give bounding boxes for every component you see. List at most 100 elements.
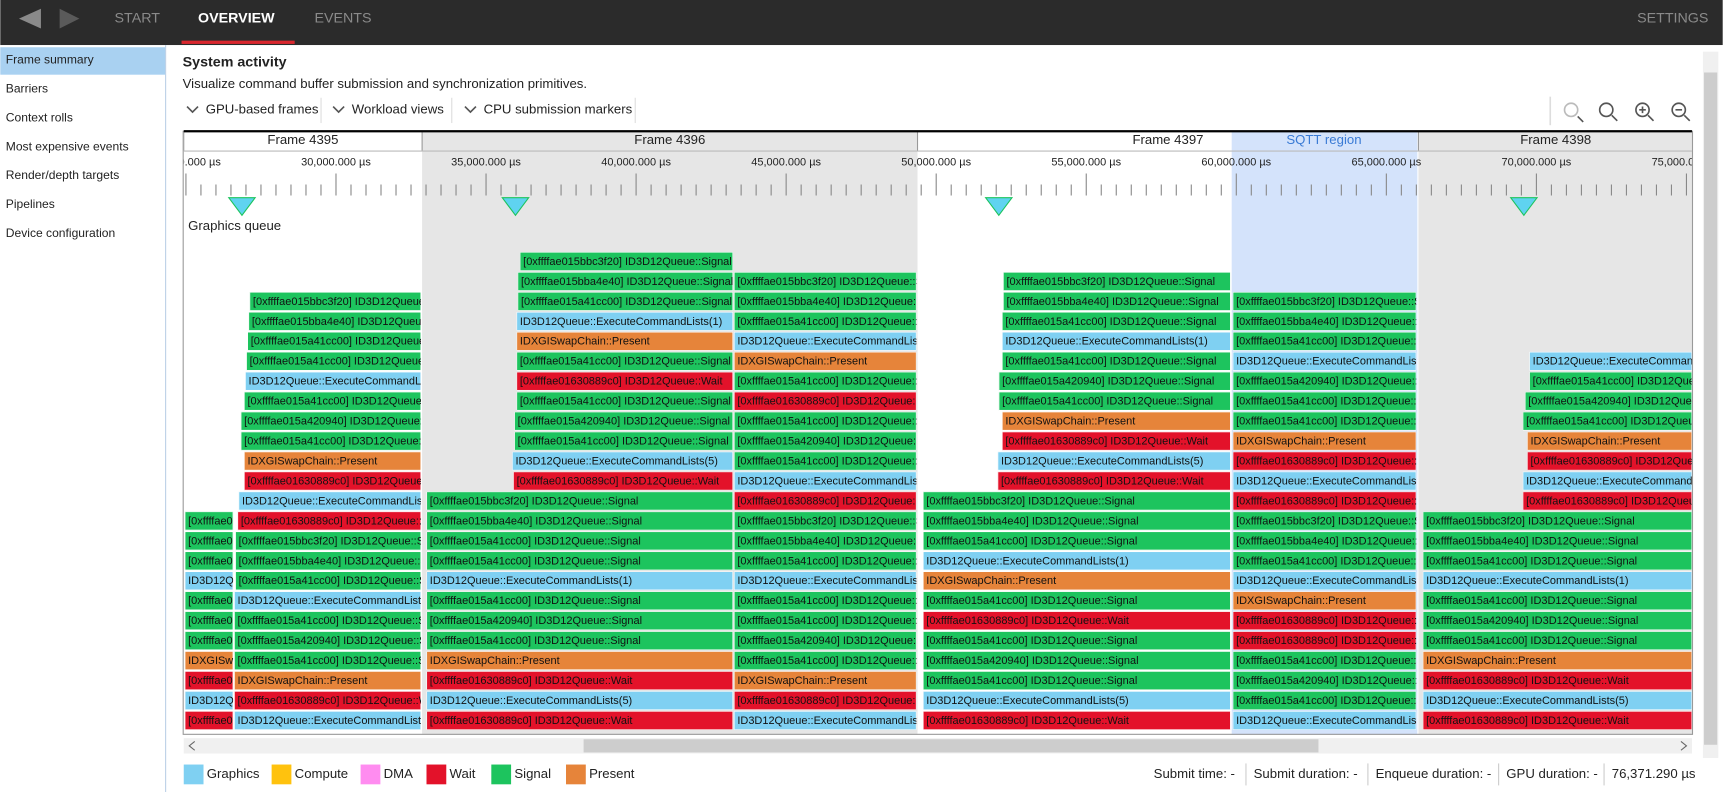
event-block[interactable]: [0xffffae015a41cc00] ID3D12Queue::Signal: [1232, 691, 1447, 710]
event-block[interactable]: [0xffffae01630889c0] ID3D12Queue::Wait: [997, 471, 1231, 491]
event-block[interactable]: [0xffffae015a41cc00] ID3D12Queue::Signal: [234, 651, 448, 670]
event-block[interactable]: [0xffffae015a420940] ID3D12Queue::Signal: [1524, 391, 1723, 411]
event-block[interactable]: [0xffffae01630889c0] ID3D12Queue::Wait: [513, 471, 733, 491]
event-block[interactable]: [0xffffae015a420940] ID3D12Queue::Signal: [1232, 671, 1449, 690]
event-block[interactable]: ID3D12Queue::ExecuteCommandLists: [1522, 471, 1716, 491]
dropdown-button[interactable]: CPU submission markers: [484, 101, 633, 116]
event-block[interactable]: ID3D12Queue::ExecuteCommandLists: [1232, 471, 1426, 491]
event-block[interactable]: [0xffffae015a41cc00] ID3D12Queue::Signal: [1232, 331, 1447, 351]
event-block[interactable]: [0xffffae015a41cc00] ID3D12Queue::Signal: [734, 371, 948, 391]
sidebar-item[interactable]: Barriers: [6, 81, 48, 95]
event-block[interactable]: IDXGISwapChain::Present: [923, 571, 1231, 591]
event-block[interactable]: [0xffffae015a420940] ID3D12Queue::Signal: [1422, 611, 1692, 631]
event-block[interactable]: [0xffffae015bba4e40] ID3D12Queue::Signal: [734, 531, 950, 551]
event-block[interactable]: [0xffffae01630889c0] ID3D12Queue::Wait: [237, 511, 444, 531]
event-block[interactable]: ID3D12Queue::ExecuteCommandLists(5): [512, 451, 733, 471]
zoom-out[interactable]: [1671, 102, 1687, 118]
frame-label[interactable]: Frame 4398: [1520, 132, 1591, 147]
event-block[interactable]: [0xffffae015bbc3f20] ID3D12Queue::Signal: [1232, 511, 1445, 531]
event-block[interactable]: [0xffffae01630889c0] ID3D12Queue::Wait: [426, 711, 733, 730]
event-block[interactable]: IDXGISwapChain::Present: [1422, 651, 1692, 670]
event-block[interactable]: [0xffffae01630889c0] ID3D12Queue::Wait: [1422, 671, 1692, 690]
event-block[interactable]: IDXGISwapChain::Present: [516, 331, 733, 351]
event-block[interactable]: [0xffffae015a41cc00] ID3D12Queue::Signal: [1232, 651, 1447, 670]
back-button[interactable]: [18, 8, 41, 29]
event-block[interactable]: [0xffffae015bbc3f20] ID3D12Queue::Signal: [734, 511, 946, 531]
event-block[interactable]: ID3D12Queue::ExecuteCommandLists: [234, 711, 427, 730]
event-block[interactable]: [0xffffae015bbc3f20] ID3D12Queue::Signal: [1422, 511, 1692, 531]
event-block[interactable]: [0xffffae01630889c0] ID3D12Queue::Wait: [244, 471, 450, 491]
event-block[interactable]: ID3D12Queue::ExecuteCommandLists: [734, 471, 927, 491]
event-block[interactable]: [0xffffae015a41cc00] ID3D12Queue::Signal: [247, 331, 461, 351]
event-block[interactable]: [0xffffae015a41cc00] ID3D12Queue::Signal: [734, 611, 948, 631]
event-block[interactable]: ID3D12Queue::ExecuteCommandLists(5): [997, 451, 1231, 471]
event-block[interactable]: [0xffffae015bba4e40] ID3D12Queue::Signal: [923, 511, 1231, 531]
event-block[interactable]: [0xffffae015a41cc00] ID3D12Queue::Signal: [184, 611, 399, 631]
event-block[interactable]: [0xffffae01630889c0] ID3D12Queue::Wait: [234, 691, 440, 710]
event-block[interactable]: [0xffffae015bba4e40] ID3D12Queue::Signal: [1232, 311, 1449, 331]
event-block[interactable]: IDXGISwapChain::Present: [244, 451, 422, 471]
event-block[interactable]: [0xffffae015bbc3f20] ID3D12Queue::Signal: [1232, 292, 1445, 311]
event-block[interactable]: [0xffffae015a41cc00] ID3D12Queue::Signal: [923, 671, 1231, 690]
event-block[interactable]: [0xffffae01630889c0] ID3D12Queue::Wait: [1002, 431, 1231, 451]
zoom-fit[interactable]: [1598, 102, 1614, 118]
event-block[interactable]: [0xffffae015a41cc00] ID3D12Queue::Signal: [1422, 551, 1692, 571]
event-block[interactable]: ID3D12Queue::ExecuteCommandLists: [1232, 571, 1426, 591]
event-block[interactable]: IDXGISwapChain::Present: [1232, 591, 1417, 611]
zoom-select[interactable]: [1563, 102, 1579, 118]
sidebar-item[interactable]: Device configuration: [6, 226, 115, 240]
event-block[interactable]: IDXGISwapChain::Present: [1232, 431, 1417, 451]
forward-button[interactable]: [59, 8, 80, 29]
event-block[interactable]: [0xffffae015a41cc00] ID3D12Queue::Signal: [516, 351, 733, 371]
frame-label[interactable]: Frame 4396: [634, 132, 705, 147]
event-block[interactable]: [0xffffae015a41cc00] ID3D12Queue::Signal: [235, 571, 449, 591]
event-block[interactable]: [0xffffae01630889c0] ID3D12Queue::Wait: [1232, 631, 1439, 651]
event-block[interactable]: IDXGISwapChain::Present: [1002, 411, 1231, 431]
event-block[interactable]: ID3D12Queue::ExecuteCommandLists: [1232, 711, 1426, 730]
event-block[interactable]: [0xffffae01630889c0] ID3D12Queue::Wait: [1232, 611, 1439, 631]
event-block[interactable]: [0xffffae015a41cc00] ID3D12Queue::Signal: [1002, 351, 1231, 371]
event-block[interactable]: [0xffffae015bbc3f20] ID3D12Queue::Signal: [734, 272, 946, 291]
event-block[interactable]: [0xffffae015a420940] ID3D12Queue::Signal: [734, 631, 950, 651]
event-block[interactable]: [0xffffae015a41cc00] ID3D12Queue::Signal: [923, 591, 1231, 611]
event-block[interactable]: IDXGISwapChain::Present: [734, 671, 917, 690]
event-block[interactable]: [0xffffae015a41cc00] ID3D12Queue::Signal: [1529, 371, 1723, 391]
event-block[interactable]: ID3D12Queue::ExecuteCommandLists: [1529, 351, 1722, 371]
event-block[interactable]: [0xffffae015bbc3f20] ID3D12Queue::Signal: [249, 292, 462, 311]
event-block[interactable]: [0xffffae015a41cc00] ID3D12Queue::Signal: [234, 611, 448, 631]
event-block[interactable]: IDXGISwapChain::Present: [734, 351, 917, 371]
event-block[interactable]: ID3D12Queue::ExecuteCommandLists(5): [1422, 691, 1692, 710]
event-block[interactable]: ID3D12Queue::ExecuteCommandLists: [238, 491, 432, 511]
event-block[interactable]: [0xffffae015a41cc00] ID3D12Queue::Signal: [1232, 391, 1447, 411]
sidebar-item[interactable]: Frame summary: [6, 53, 95, 67]
event-block[interactable]: [0xffffae015bba4e40] ID3D12Queue::Signal: [734, 292, 950, 311]
zoom-in[interactable]: [1635, 102, 1650, 118]
event-block[interactable]: ID3D12Queue::ExecuteCommandLists(5): [426, 691, 733, 710]
event-block[interactable]: [0xffffae01630889c0] ID3D12Queue::Wait: [1232, 491, 1439, 511]
event-block[interactable]: [0xffffae015a420940] ID3D12Queue::Signal: [426, 611, 733, 631]
event-block[interactable]: ID3D12Queue::ExecuteCommandLists: [234, 591, 427, 611]
event-block[interactable]: [0xffffae015a41cc00] ID3D12Queue::Signal: [734, 591, 948, 611]
event-block[interactable]: [0xffffae015bba4e40] ID3D12Queue::Signal: [517, 272, 734, 291]
event-block[interactable]: [0xffffae015bbc3f20] ID3D12Queue::Signal: [1003, 272, 1231, 291]
event-block[interactable]: ID3D12Queue::ExecuteCommandLists(1): [1422, 571, 1692, 591]
event-block[interactable]: [0xffffae015bbc3f20] ID3D12Queue::Signal: [426, 491, 733, 511]
v-scroll-thumb[interactable]: [1704, 72, 1718, 745]
event-block[interactable]: [0xffffae015a41cc00] ID3D12Queue::Signal: [426, 591, 733, 611]
event-block[interactable]: [0xffffae015a420940] ID3D12Queue::Signal: [734, 431, 950, 451]
event-block[interactable]: [0xffffae01630889c0] ID3D12Queue::Wait: [1422, 711, 1692, 730]
event-block[interactable]: ID3D12Queue::ExecuteCommandLists: [734, 571, 927, 591]
event-block[interactable]: [0xffffae015a41cc00] ID3D12Queue::Signal: [246, 351, 460, 371]
event-block[interactable]: [0xffffae01630889c0] ID3D12Queue::Wait: [734, 491, 940, 511]
sidebar-item[interactable]: Render/depth targets: [6, 168, 119, 182]
event-block[interactable]: [0xffffae015bba4e40] ID3D12Queue::Signal: [248, 311, 465, 331]
event-block[interactable]: ID3D12Queue::ExecuteCommandLists: [1232, 351, 1426, 371]
dropdown-button[interactable]: GPU-based frames: [206, 101, 319, 116]
event-block[interactable]: [0xffffae015a41cc00] ID3D12Queue::Signal: [734, 411, 948, 431]
event-block[interactable]: [0xffffae015a41cc00] ID3D12Queue::Signal: [734, 451, 948, 471]
event-block[interactable]: [0xffffae01630889c0] ID3D12Queue::Wait: [1527, 451, 1723, 471]
event-block[interactable]: [0xffffae015bba4e40] ID3D12Queue::Signal: [184, 531, 401, 551]
event-block[interactable]: [0xffffae015bba4e40] ID3D12Queue::Signal: [1003, 292, 1231, 311]
event-block[interactable]: ID3D12Queue::ExecuteCommandLists(1): [516, 311, 733, 331]
frame-label[interactable]: Frame 4395: [267, 132, 338, 147]
